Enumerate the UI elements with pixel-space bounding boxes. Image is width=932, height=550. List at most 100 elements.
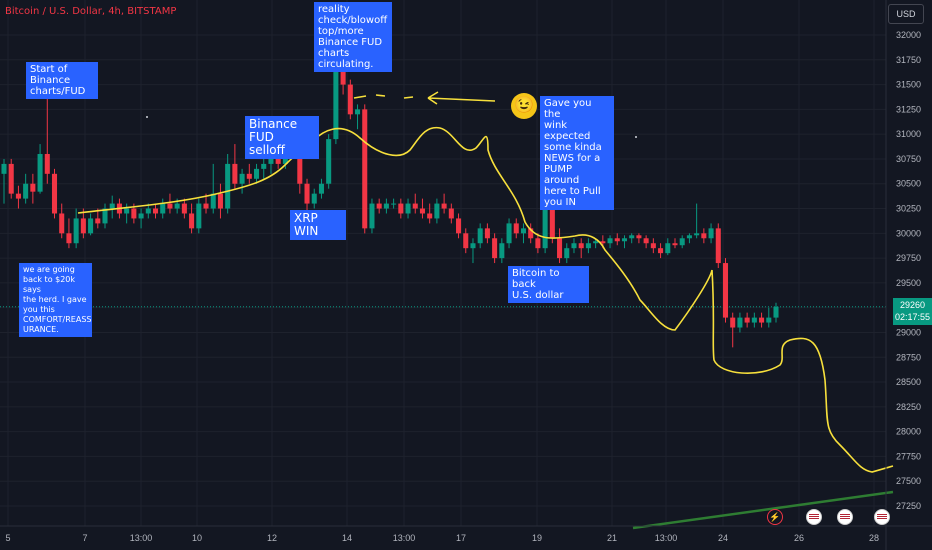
annotation-wink[interactable]: Gave you the wink expected some kinda NE… bbox=[540, 96, 614, 210]
candle-body bbox=[15, 193, 21, 199]
candle bbox=[528, 223, 534, 244]
candle bbox=[196, 198, 202, 234]
candle bbox=[1, 158, 7, 204]
annotation-bitcoin-back[interactable]: Bitcoin to back U.S. dollar bbox=[508, 266, 589, 303]
candle-body bbox=[614, 238, 620, 242]
candle-body bbox=[600, 241, 606, 244]
candle-body bbox=[23, 183, 29, 199]
candle bbox=[708, 223, 714, 244]
candle bbox=[398, 198, 404, 219]
candle bbox=[66, 218, 72, 249]
price-axis: 27250 27500 27750 28000 28250 28500 28750 29000… bbox=[885, 0, 921, 550]
candle bbox=[88, 213, 94, 236]
time-tick-label: 17 bbox=[456, 533, 466, 543]
candle bbox=[391, 198, 397, 209]
candle-body bbox=[441, 203, 447, 209]
time-tick-label: 10 bbox=[192, 533, 202, 543]
candle bbox=[672, 238, 678, 249]
candle bbox=[427, 203, 433, 224]
candle bbox=[419, 198, 425, 219]
price-tick-label: 31250 bbox=[896, 104, 921, 114]
candle bbox=[499, 238, 505, 264]
candle-body bbox=[217, 193, 223, 209]
candle-body bbox=[376, 203, 382, 209]
annotation-binance-selloff[interactable]: Binance FUD selloff bbox=[245, 116, 319, 159]
candle-body bbox=[51, 173, 58, 214]
candle bbox=[23, 173, 29, 204]
candle-body bbox=[196, 203, 202, 229]
yellow-arrow bbox=[427, 91, 496, 105]
time-axis: 5 7 13:00 10 12 14 13:00 17 19 21 13:00 24 26 28 bbox=[0, 525, 932, 543]
candle-body bbox=[722, 263, 729, 318]
candle-body bbox=[557, 238, 563, 259]
candle-body bbox=[73, 218, 79, 244]
time-tick-label: 12 bbox=[267, 533, 277, 543]
us-flag-icon[interactable] bbox=[874, 509, 890, 525]
candle-body bbox=[405, 203, 411, 214]
annotation-back-20k[interactable]: we are going back to $20k says the herd.… bbox=[19, 263, 92, 337]
user-drawings bbox=[77, 91, 894, 530]
candle bbox=[30, 173, 36, 204]
price-tick-label: 30750 bbox=[896, 154, 921, 164]
candle-body bbox=[261, 163, 267, 169]
candle bbox=[210, 163, 216, 214]
symbol-title: Bitcoin / U.S. Dollar, 4h, BITSTAMP bbox=[5, 6, 177, 17]
candle bbox=[318, 178, 324, 199]
annotation-reality-check[interactable]: reality check/blowoff top/more Binance F… bbox=[314, 2, 392, 72]
candle bbox=[383, 198, 389, 214]
chart-grid bbox=[0, 0, 886, 526]
lightning-icon[interactable]: ⚡ bbox=[767, 509, 783, 525]
price-tick-label: 32000 bbox=[896, 30, 921, 40]
time-tick-label: 24 bbox=[718, 533, 728, 543]
candle-body bbox=[737, 317, 743, 328]
candle-body bbox=[578, 243, 584, 249]
annotation-xrp-win[interactable]: XRP WIN bbox=[290, 210, 346, 240]
current-price: 29260 bbox=[899, 300, 926, 310]
price-tick-label: 27750 bbox=[896, 451, 921, 461]
candle-body bbox=[665, 243, 671, 254]
candle-body bbox=[80, 218, 86, 234]
candle-body bbox=[44, 153, 50, 174]
currency-button[interactable]: USD bbox=[888, 4, 924, 24]
us-flag-icon[interactable] bbox=[837, 509, 853, 525]
candle-body bbox=[506, 223, 512, 244]
candle bbox=[160, 198, 166, 219]
candle bbox=[326, 134, 332, 189]
candle bbox=[694, 203, 700, 239]
candle-body bbox=[535, 238, 541, 249]
candle-body bbox=[297, 149, 303, 184]
candle bbox=[124, 203, 130, 224]
candle-body bbox=[210, 193, 216, 209]
small-dot bbox=[635, 136, 637, 138]
candle-body bbox=[160, 203, 166, 214]
candle bbox=[362, 104, 368, 234]
candle bbox=[37, 144, 43, 194]
candle-body bbox=[658, 248, 664, 254]
winking-face-icon: 😉 bbox=[511, 93, 537, 119]
time-tick-label: 13:00 bbox=[130, 533, 153, 543]
candle bbox=[434, 198, 440, 224]
us-flag-icon[interactable] bbox=[806, 509, 822, 525]
candle-countdown: 02:17:55 bbox=[894, 312, 931, 322]
candle-body bbox=[1, 163, 7, 174]
small-dot bbox=[146, 116, 148, 118]
candle bbox=[304, 178, 310, 214]
candle-body bbox=[88, 218, 94, 234]
annotation-start-binance[interactable]: Start of Binance charts/FUD bbox=[26, 62, 98, 99]
candle bbox=[448, 203, 454, 224]
candle-body bbox=[434, 203, 440, 219]
candle-body bbox=[427, 213, 433, 219]
candle bbox=[456, 213, 462, 239]
candle bbox=[535, 233, 541, 254]
candle-body bbox=[102, 208, 108, 224]
candle bbox=[578, 238, 584, 259]
price-tick-label: 28250 bbox=[896, 402, 921, 412]
candle bbox=[15, 185, 21, 209]
candle bbox=[152, 203, 159, 219]
price-tick-label: 30500 bbox=[896, 179, 921, 189]
candle-body bbox=[203, 203, 209, 209]
price-tick-label: 31000 bbox=[896, 129, 921, 139]
candle bbox=[189, 203, 195, 234]
time-tick-label: 5 bbox=[5, 533, 10, 543]
